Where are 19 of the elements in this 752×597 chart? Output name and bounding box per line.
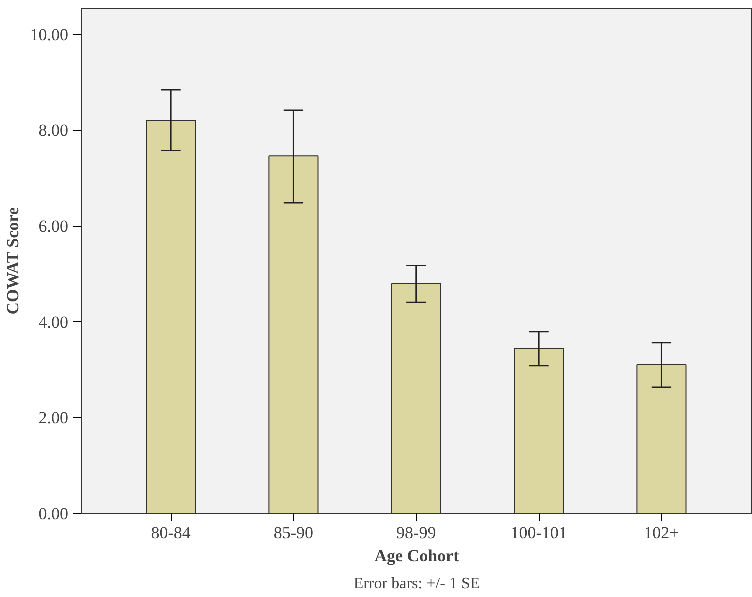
x-tick-label: 85-90 [274,524,314,542]
y-tick-label: 10.00 [30,25,68,44]
x-tick-label: 80-84 [151,524,192,542]
y-tick-label: 0.00 [38,504,68,524]
bar [268,156,319,514]
bar [146,120,196,514]
bar [636,364,687,514]
y-tick-label: 8.00 [38,121,68,140]
x-tick-label: 98-99 [396,524,436,542]
y-tick-label: 2.00 [38,408,68,428]
x-axis-title: Age Cohort [374,546,460,566]
bar [391,284,442,514]
x-tick-label: 102+ [644,524,680,542]
y-tick-label: 6.00 [38,217,68,236]
x-tick-label: 100-101 [510,524,568,542]
y-axis-title: COWAT Score [3,207,22,315]
bar [514,348,564,514]
y-tick-label: 4.00 [38,312,68,332]
text: Error bars: +/- 1 SE [354,576,480,592]
